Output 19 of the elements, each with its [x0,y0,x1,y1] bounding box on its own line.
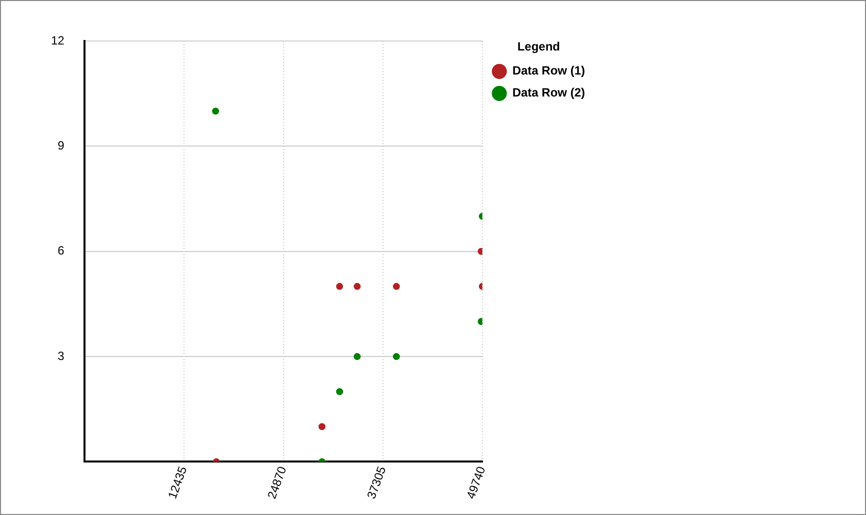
point [392,353,400,360]
y-tick-label: 6 [58,244,65,258]
point [354,353,361,360]
y-tick-label: 9 [58,138,65,152]
legend-label: Data Row (2) [512,86,586,100]
legend-label: Data Row (1) [512,64,586,78]
x-tick-label: 12435 [165,464,190,501]
point [336,282,344,290]
x-tick-label: 49740 [464,464,488,501]
point [392,282,400,290]
legend-title: Legend [517,39,560,54]
x-tick-label: 37305 [364,464,389,501]
y-tick-label: 12 [50,33,65,48]
point [336,388,344,396]
x-tick-label: 24870 [264,464,290,501]
y-tick-label: 3 [58,348,65,363]
point [212,108,220,115]
point [318,423,326,430]
point [354,282,361,290]
